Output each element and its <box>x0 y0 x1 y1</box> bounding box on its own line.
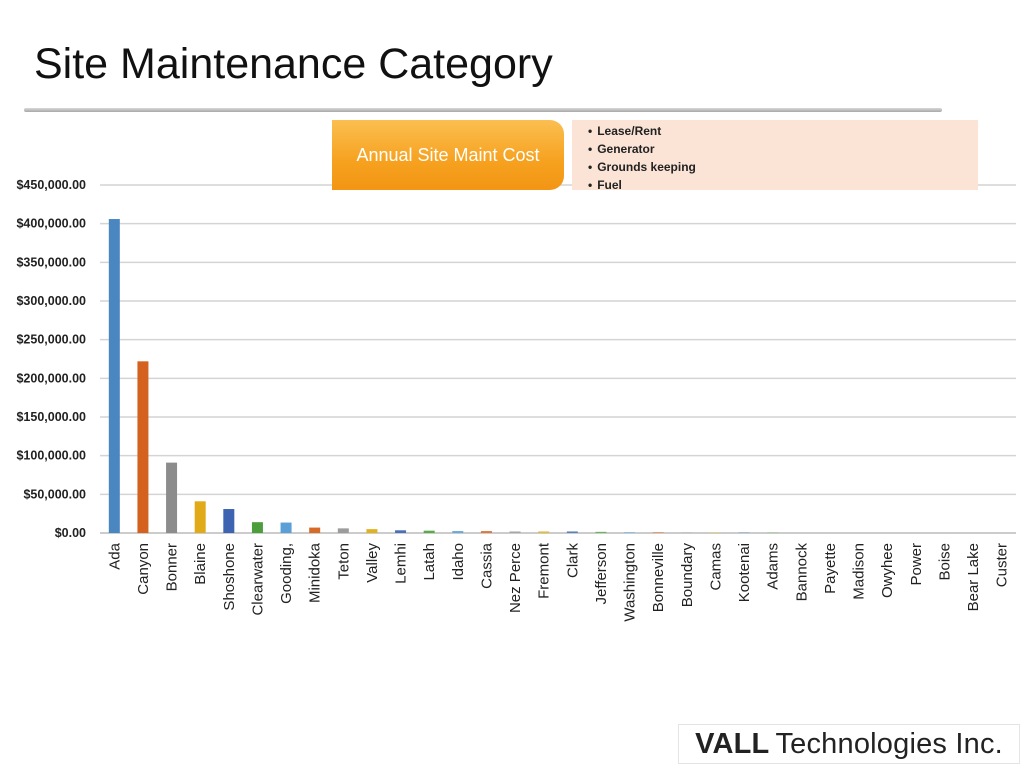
x-tick-label: Blaine <box>192 543 209 585</box>
bar-ada <box>108 219 120 533</box>
x-tick-label: Boise <box>936 543 953 581</box>
x-tick-label: Teton <box>335 543 352 580</box>
y-tick-label: $100,000.00 <box>16 449 86 463</box>
chart-panel: $0.00 $50,000.00 $100,000.00 $150,000.00 $20… <box>0 120 1024 648</box>
x-tick-label: Bear Lake <box>965 543 982 611</box>
title-divider <box>24 108 942 112</box>
bar-clark <box>566 531 578 533</box>
x-tick-label: Minidoka <box>307 542 324 603</box>
y-tick-label: $200,000.00 <box>16 371 86 385</box>
x-tick-label: Clark <box>564 543 581 579</box>
x-tick-label: Custer <box>994 543 1011 587</box>
cost-item: Generator <box>588 140 978 158</box>
bar-gooding <box>280 522 292 533</box>
bar-teton <box>337 528 349 533</box>
x-tick-label: Camas <box>707 543 724 591</box>
x-tick-label: Washington <box>622 543 639 622</box>
bar-nez-perce <box>509 531 521 533</box>
bar-clearwater <box>251 522 263 533</box>
company-logo: VALL Technologies Inc. <box>678 724 1020 764</box>
bar-idaho <box>452 531 464 533</box>
bar-blaine <box>194 501 206 533</box>
x-tick-label: Canyon <box>135 543 152 595</box>
x-tick-label: Idaho <box>450 543 467 581</box>
bar-canyon <box>137 361 149 533</box>
x-tick-label: Boundary <box>679 543 696 608</box>
cost-item: Fuel <box>588 176 978 194</box>
bar-valley <box>366 529 378 533</box>
bar-boundary <box>681 532 693 533</box>
cost-item: Lease/Rent <box>588 122 978 140</box>
x-tick-label: Nez Perce <box>507 543 524 613</box>
bar-cassia <box>480 531 492 533</box>
x-tick-label: Valley <box>364 543 381 583</box>
cost-item: Grounds keeping <box>588 158 978 176</box>
bar-lemhi <box>395 530 407 533</box>
cost-items-list: Lease/Rent Generator Grounds keeping Fue… <box>572 120 978 194</box>
x-tick-label: Owyhee <box>879 543 896 598</box>
y-tick-label: $250,000.00 <box>16 333 86 347</box>
y-tick-label: $450,000.00 <box>16 178 86 192</box>
logo-brand: VALL <box>695 727 770 760</box>
x-tick-label: Bonner <box>164 543 181 591</box>
x-tick-label: Adams <box>765 543 782 590</box>
x-tick-label: Bonneville <box>650 543 667 612</box>
x-tick-label: Bannock <box>793 543 810 602</box>
bar-minidoka <box>309 527 321 533</box>
x-tick-label: Madison <box>851 543 868 600</box>
x-tick-label: Shoshone <box>221 543 238 611</box>
x-tick-label: Power <box>908 543 925 586</box>
bar-latah <box>423 530 435 533</box>
bar-washington <box>624 532 636 533</box>
x-tick-label: Gooding, <box>278 543 295 604</box>
x-tick-label: Latah <box>421 543 438 581</box>
bar-shoshone <box>223 509 235 533</box>
x-tick-label: Payette <box>822 543 839 594</box>
x-tick-label: Fremont <box>536 542 553 599</box>
bar-chart: $0.00 $50,000.00 $100,000.00 $150,000.00 $20… <box>16 178 1016 622</box>
bar-bonner <box>166 462 178 533</box>
y-tick-label: $400,000.00 <box>16 217 86 231</box>
x-tick-label: Ada <box>106 542 123 569</box>
slide-title: Site Maintenance Category <box>34 40 553 88</box>
x-tick-label: Clearwater <box>249 543 266 616</box>
y-tick-label: $150,000.00 <box>16 410 86 424</box>
x-tick-label: Jefferson <box>593 543 610 604</box>
x-tick-label: Lemhi <box>393 543 410 584</box>
annual-cost-callout: Annual Site Maint Cost <box>332 120 564 190</box>
y-tick-label: $300,000.00 <box>16 294 86 308</box>
y-tick-label: $50,000.00 <box>23 487 86 501</box>
bar-bonneville <box>652 532 664 533</box>
bar-jefferson <box>595 531 607 533</box>
y-tick-label: $0.00 <box>55 526 86 540</box>
bar-fremont <box>538 531 550 533</box>
y-tick-label: $350,000.00 <box>16 255 86 269</box>
x-tick-label: Kootenai <box>736 543 753 602</box>
x-tick-label: Cassia <box>478 542 495 589</box>
logo-text: Technologies Inc. <box>775 727 1003 760</box>
cost-items-box: Lease/Rent Generator Grounds keeping Fue… <box>572 120 978 192</box>
